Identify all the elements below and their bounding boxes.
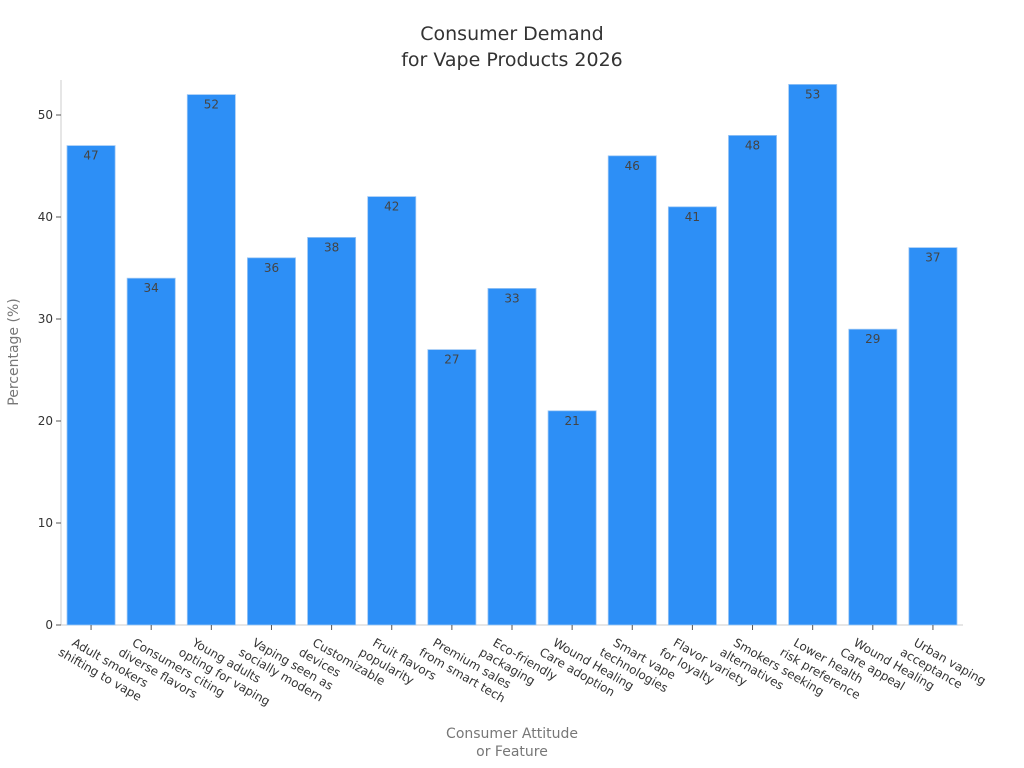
bar <box>427 349 477 626</box>
y-axis-title: Percentage (%) <box>6 298 22 405</box>
chart-title-line-2: for Vape Products 2026 <box>401 49 623 71</box>
x-axis-title-line-2: or Feature <box>476 744 548 760</box>
bar <box>607 155 657 626</box>
bar <box>487 287 537 626</box>
bar-value-label: 48 <box>745 138 760 152</box>
bar-value-label: 33 <box>504 291 519 305</box>
bar-value-label: 41 <box>685 210 700 224</box>
y-tick-label: 0 <box>45 618 53 632</box>
bar <box>667 206 717 626</box>
bar <box>126 277 176 626</box>
y-tick-label: 10 <box>38 516 53 530</box>
bar-value-label: 53 <box>805 87 820 101</box>
y-tick-label: 40 <box>38 210 53 224</box>
category-label: Fruit flavorspopularity <box>357 632 439 696</box>
bar <box>367 196 417 626</box>
bar-value-label: 36 <box>264 261 279 275</box>
bar <box>66 145 116 626</box>
bar-value-label: 46 <box>625 159 640 173</box>
bar-value-label: 21 <box>564 414 579 428</box>
bar-value-label: 38 <box>324 240 339 254</box>
bar-value-label: 42 <box>384 200 399 214</box>
y-tick-label: 30 <box>38 312 53 326</box>
bar-value-label: 47 <box>83 149 98 163</box>
bar-value-label: 37 <box>925 251 940 265</box>
bar <box>908 247 958 626</box>
bar-value-label: 34 <box>144 281 159 295</box>
chart-title-line-1: Consumer Demand <box>420 23 604 45</box>
bar <box>848 328 898 626</box>
bar <box>547 410 597 626</box>
bars <box>66 84 958 626</box>
bar-value-labels: 47 34 52 36 38 42 27 33 21 46 41 48 53 29 37 <box>83 87 940 427</box>
bar-value-label: 52 <box>204 98 219 112</box>
bar-value-label: 27 <box>444 353 459 367</box>
bar <box>186 94 236 626</box>
x-axis-title-line-1: Consumer Attitude <box>446 726 578 742</box>
bar <box>728 134 777 626</box>
bar <box>307 236 357 626</box>
y-axis: 0 10 20 30 40 50 <box>38 80 62 632</box>
y-tick-label: 20 <box>38 414 53 428</box>
bar-value-label: 29 <box>865 332 880 346</box>
bar <box>788 84 838 626</box>
y-tick-label: 50 <box>38 108 53 122</box>
bar <box>247 257 296 626</box>
